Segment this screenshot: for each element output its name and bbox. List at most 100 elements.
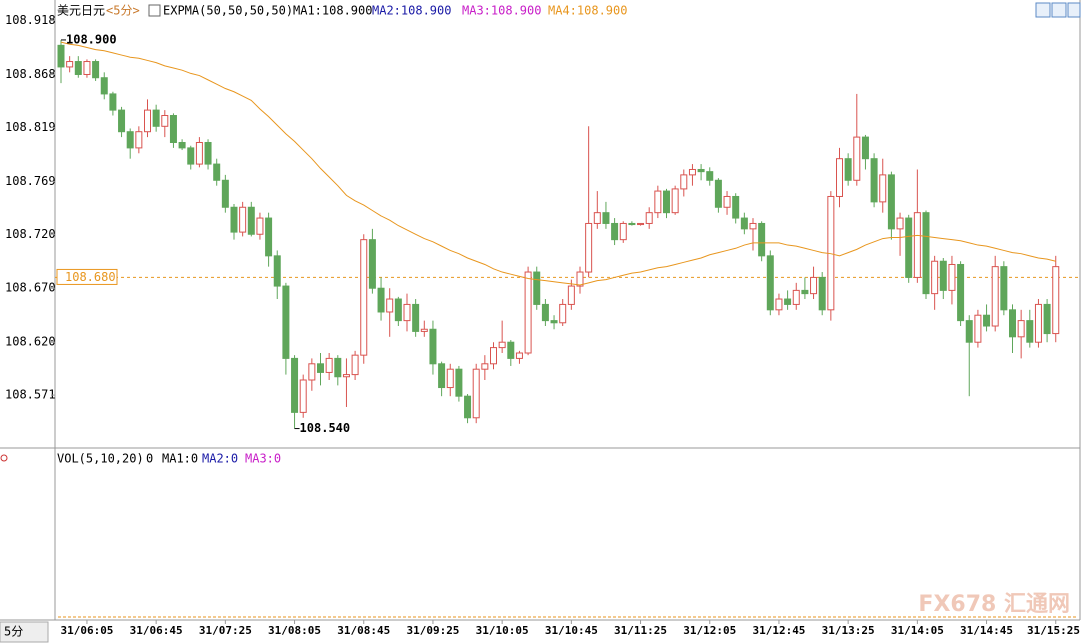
candle-body <box>870 158 878 203</box>
x-tick-label: 31/10:45 <box>545 624 598 637</box>
candle-body <box>169 115 177 143</box>
period-tab[interactable] <box>0 621 49 643</box>
candle-body <box>645 212 653 224</box>
candle-body <box>144 109 151 133</box>
period-tab-label[interactable]: 5分 <box>4 625 23 639</box>
candle-body <box>299 379 307 413</box>
candle-body <box>342 374 350 378</box>
candle-body <box>291 357 299 413</box>
candle-body <box>351 354 359 376</box>
candle-body <box>135 131 143 149</box>
candle-body <box>853 136 861 181</box>
candle-body <box>766 255 774 311</box>
period-label[interactable]: <5分> <box>106 4 140 18</box>
x-tick-label: 31/07:25 <box>199 624 252 637</box>
candle-body <box>879 174 887 203</box>
ma-label: MA2:108.900 <box>372 4 451 18</box>
candle-body <box>498 341 506 349</box>
candle-body <box>758 222 766 257</box>
toolbar-button[interactable] <box>1035 2 1051 18</box>
candle-body <box>507 341 515 359</box>
candle-body <box>576 271 584 287</box>
ma-legend: MA1:108.900 MA2:108.900 MA3:108.900 MA4:108… <box>293 4 627 18</box>
candle-body <box>628 222 636 226</box>
candle-body <box>585 222 593 273</box>
candle-body <box>801 289 809 295</box>
x-tick-label: 31/08:45 <box>337 624 390 637</box>
candle-body <box>161 115 169 127</box>
candle-body <box>688 168 696 176</box>
candle-body <box>749 222 757 230</box>
candle-body <box>663 190 670 214</box>
indicator-icon[interactable] <box>148 4 161 17</box>
candle-body <box>412 303 420 332</box>
candle-body <box>939 260 947 291</box>
candle-body <box>247 206 255 235</box>
candle-body <box>706 171 714 181</box>
candle-body <box>861 136 869 160</box>
x-tick-label: 31/12:45 <box>752 624 805 637</box>
y-tick-label: 108.670 <box>5 281 56 295</box>
candle-body <box>887 174 895 230</box>
ma-label: MA3:108.900 <box>462 4 541 18</box>
candle-body <box>481 363 489 370</box>
candle-body <box>57 44 65 68</box>
last-price-box <box>56 268 118 285</box>
candle-body <box>420 328 428 332</box>
candle-body <box>637 222 645 226</box>
candle-body <box>126 131 134 149</box>
volume-ma-legend: MA1:0 MA2:0 MA3:0 <box>162 452 281 466</box>
candle-body <box>308 363 316 381</box>
toolbar-button[interactable] <box>1051 2 1067 18</box>
x-tick-label: 31/15:25 <box>1027 624 1080 637</box>
candle-body <box>118 109 126 133</box>
x-tick-label: 31/08:05 <box>268 624 321 637</box>
ma-label: MA4:108.900 <box>548 4 627 18</box>
toolbar-button[interactable] <box>1067 2 1081 18</box>
candle-body <box>1052 266 1060 335</box>
plot: 108.918 108.868 108.819 108.769 108.720 108.6… <box>5 13 1080 637</box>
candle-body <box>593 212 601 224</box>
candle-body <box>680 174 688 190</box>
candle-body <box>714 179 722 208</box>
candle-body <box>818 276 826 311</box>
candle-body <box>913 212 921 278</box>
indicator-name: EXPMA(50,50,50,50) <box>163 4 293 18</box>
candle-body <box>775 298 783 311</box>
candle-body <box>368 239 376 289</box>
candle-body <box>974 314 982 343</box>
candle-body <box>83 61 91 75</box>
x-tick-label: 31/14:05 <box>891 624 944 637</box>
candle-body <box>100 77 108 95</box>
volume-ma-label: MA3:0 <box>245 452 281 466</box>
candle-body <box>991 266 999 327</box>
y-tick-label: 108.918 <box>5 13 56 27</box>
candle-body <box>265 217 273 257</box>
candle-body <box>602 212 610 224</box>
candle-body <box>550 320 558 324</box>
candle-body <box>204 141 212 165</box>
candle-body <box>983 314 991 327</box>
candle-body <box>446 368 454 389</box>
candle-body <box>66 61 74 68</box>
candle-body <box>810 276 818 295</box>
candle-body <box>221 179 229 208</box>
candle-body <box>922 212 930 295</box>
x-tick-label: 31/10:05 <box>476 624 529 637</box>
candle-body <box>784 298 792 305</box>
x-tick-label: 31/14:45 <box>960 624 1013 637</box>
volume-ma-label: MA1:0 <box>162 452 198 466</box>
candle-body <box>187 147 195 165</box>
panel-icon[interactable] <box>0 454 8 462</box>
candle-body <box>836 158 843 197</box>
x-tick-label: 31/11:25 <box>614 624 667 637</box>
candle-body <box>1043 303 1051 335</box>
candle-body <box>559 303 567 324</box>
volume-value: 0 <box>146 452 153 466</box>
candle-body <box>844 158 852 181</box>
candle-body <box>178 141 186 149</box>
candle-body <box>619 222 627 241</box>
ma-label: MA1:108.900 <box>293 4 372 18</box>
candle-body <box>792 289 800 305</box>
